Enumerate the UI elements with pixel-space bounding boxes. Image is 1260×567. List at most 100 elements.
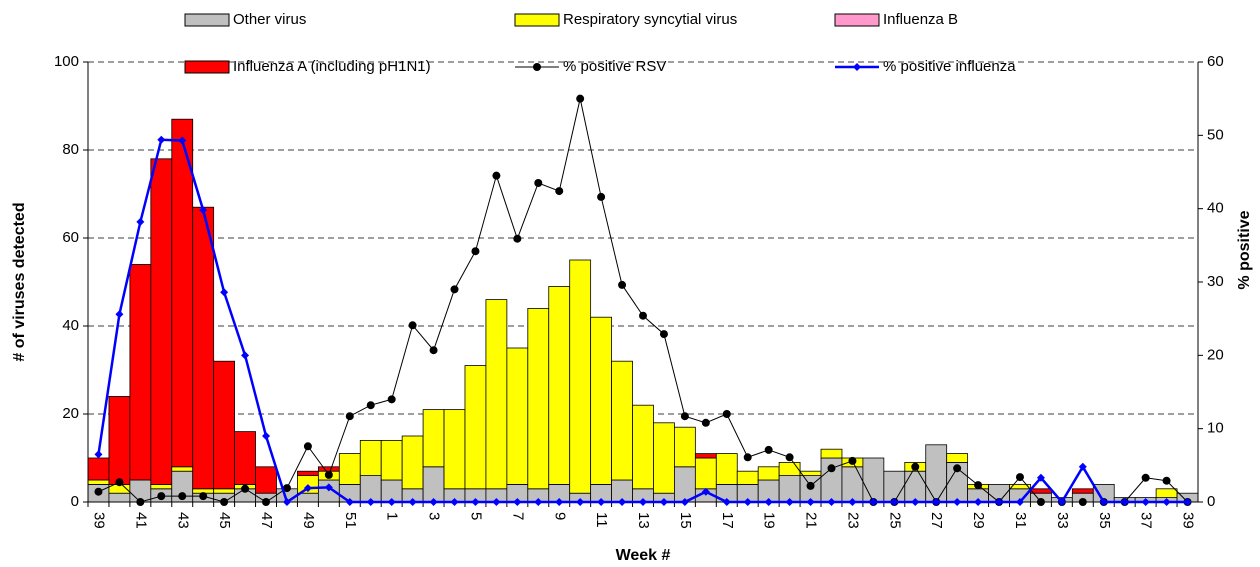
bar-segment bbox=[862, 457, 885, 503]
legend-item: Influenza A (including pH1N1) bbox=[184, 58, 431, 75]
point bbox=[513, 234, 522, 243]
y-tick-label: 100 bbox=[54, 53, 79, 70]
y2-tick-label: 30 bbox=[1207, 273, 1224, 290]
point bbox=[827, 498, 836, 506]
bar-segment bbox=[129, 263, 152, 481]
bar-segment bbox=[87, 479, 110, 485]
point bbox=[241, 351, 250, 360]
point bbox=[115, 478, 124, 487]
legend-swatch bbox=[184, 13, 230, 27]
point bbox=[785, 498, 794, 506]
point bbox=[387, 395, 396, 404]
x-tick-label: 29 bbox=[970, 512, 987, 529]
bar-segment bbox=[569, 259, 592, 494]
y-tick-label: 0 bbox=[71, 493, 79, 510]
point bbox=[659, 330, 668, 339]
x-tick-label: 43 bbox=[174, 512, 191, 529]
bar-segment bbox=[1155, 488, 1178, 498]
bar-segment bbox=[171, 118, 194, 468]
point bbox=[534, 498, 543, 506]
legend-marker bbox=[533, 63, 541, 71]
x-tick-label: 41 bbox=[132, 512, 149, 529]
point bbox=[492, 498, 501, 506]
legend-item: Other virus bbox=[184, 11, 306, 28]
bar-segment bbox=[297, 492, 319, 503]
x-tick-label: 47 bbox=[258, 512, 275, 529]
point bbox=[1162, 476, 1171, 485]
legend-label: Influenza A (including pH1N1) bbox=[233, 58, 431, 75]
legend-label: % positive influenza bbox=[883, 58, 1016, 75]
point bbox=[492, 171, 501, 180]
point bbox=[1099, 498, 1108, 506]
legend-item: % positive RSV bbox=[515, 58, 666, 75]
legend-swatch bbox=[514, 13, 560, 27]
y2-tick-label: 0 bbox=[1207, 493, 1215, 510]
y2-tick-label: 10 bbox=[1207, 420, 1224, 437]
bar-segment bbox=[799, 470, 822, 477]
y2-axis-title: % positive bbox=[1236, 210, 1253, 289]
point bbox=[597, 498, 606, 506]
point bbox=[806, 498, 815, 506]
bar-segment bbox=[946, 453, 969, 463]
point bbox=[262, 498, 271, 506]
legend-label: Influenza B bbox=[883, 11, 958, 28]
point bbox=[576, 498, 585, 506]
bar-segment bbox=[1009, 483, 1031, 490]
x-axis-title: Week # bbox=[616, 547, 671, 564]
point bbox=[701, 487, 710, 496]
point bbox=[1015, 473, 1024, 482]
point bbox=[932, 498, 941, 506]
point bbox=[324, 470, 333, 479]
bar-segment bbox=[192, 206, 215, 490]
point bbox=[471, 498, 480, 506]
point bbox=[450, 285, 459, 294]
bar-segment bbox=[401, 435, 424, 490]
x-tick-label: 31 bbox=[1012, 512, 1029, 529]
point bbox=[618, 498, 627, 506]
point bbox=[680, 412, 689, 421]
y-tick-label: 40 bbox=[62, 317, 79, 334]
point bbox=[241, 484, 250, 493]
bar-segment bbox=[736, 470, 759, 485]
point bbox=[94, 487, 103, 496]
point bbox=[890, 498, 899, 506]
bar-segment bbox=[841, 466, 864, 503]
bar-segment bbox=[485, 299, 508, 490]
point bbox=[387, 498, 396, 506]
legend-label: % positive RSV bbox=[563, 58, 666, 75]
point bbox=[303, 442, 312, 451]
bar-segment bbox=[611, 360, 633, 481]
x-tick-label: 11 bbox=[593, 512, 610, 528]
point bbox=[94, 450, 103, 459]
point bbox=[282, 484, 291, 493]
bar-segment bbox=[380, 439, 403, 481]
point bbox=[1078, 462, 1087, 471]
point bbox=[324, 483, 333, 492]
x-tick-label: 15 bbox=[677, 512, 694, 529]
x-tick-label: 35 bbox=[1096, 512, 1113, 529]
bar-segment bbox=[925, 444, 948, 503]
bar-segment bbox=[904, 470, 927, 503]
point bbox=[659, 498, 668, 506]
y2-tick-label: 60 bbox=[1207, 53, 1224, 70]
point bbox=[995, 498, 1004, 506]
point bbox=[429, 498, 438, 506]
point bbox=[1057, 498, 1066, 506]
point bbox=[1183, 498, 1192, 506]
point bbox=[974, 481, 983, 490]
bar-segment bbox=[213, 360, 236, 490]
y2-tick-label: 20 bbox=[1207, 346, 1224, 363]
point bbox=[220, 498, 229, 506]
bar-segment bbox=[150, 483, 173, 490]
point bbox=[1120, 498, 1129, 506]
bar-segment bbox=[422, 409, 445, 468]
point bbox=[827, 464, 836, 473]
point bbox=[408, 498, 417, 506]
bar-segment bbox=[234, 431, 256, 485]
bar-segment bbox=[338, 453, 361, 485]
point bbox=[1036, 498, 1045, 506]
point bbox=[639, 498, 647, 506]
point bbox=[848, 456, 857, 465]
y2-tick-label: 40 bbox=[1207, 200, 1224, 217]
point bbox=[848, 498, 857, 506]
